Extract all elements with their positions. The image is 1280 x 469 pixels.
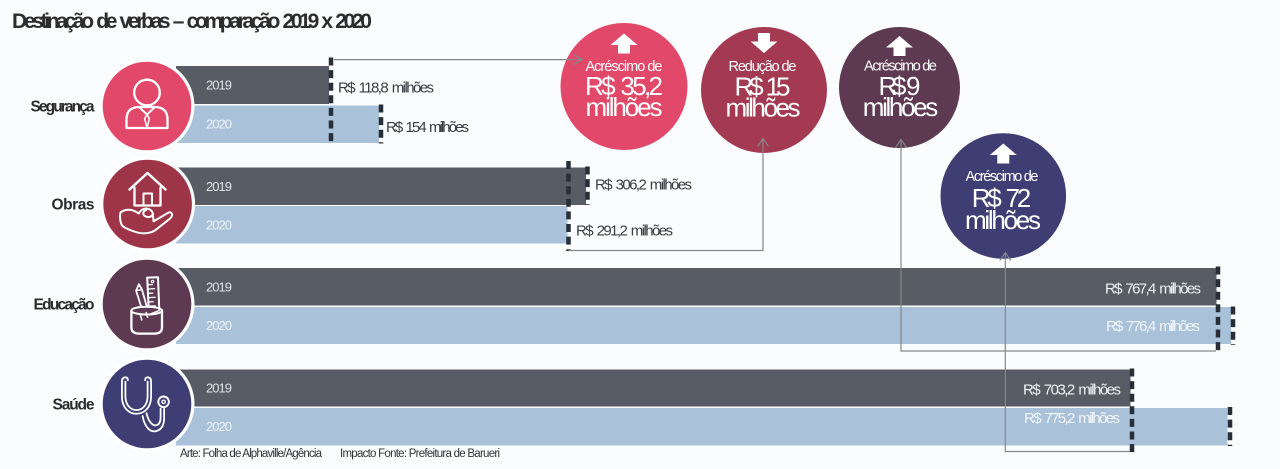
svg-text:2020: 2020 bbox=[206, 218, 232, 233]
svg-text:R$ 154 milhões: R$ 154 milhões bbox=[386, 119, 469, 136]
svg-text:Arte: Folha de Alphaville/Agên: Arte: Folha de Alphaville/Agência bbox=[180, 448, 323, 460]
svg-text:milhões: milhões bbox=[726, 93, 801, 123]
svg-text:Impacto Fonte: Prefeitura de B: Impacto Fonte: Prefeitura de Barueri bbox=[340, 448, 500, 460]
svg-text:Destinação de verbas – compara: Destinação de verbas – comparação 2019 x… bbox=[12, 10, 372, 33]
svg-text:R$ 9: R$ 9 bbox=[879, 71, 921, 101]
svg-text:2020: 2020 bbox=[206, 318, 232, 333]
svg-text:R$ 15: R$ 15 bbox=[735, 72, 791, 102]
svg-text:2020: 2020 bbox=[206, 419, 232, 434]
svg-text:2019: 2019 bbox=[206, 381, 232, 396]
svg-text:R$ 291,2 milhões: R$ 291,2 milhões bbox=[576, 223, 673, 240]
svg-text:2019: 2019 bbox=[206, 280, 232, 295]
svg-text:milhões: milhões bbox=[863, 92, 938, 122]
svg-text:2019: 2019 bbox=[206, 78, 232, 93]
svg-text:2019: 2019 bbox=[206, 179, 232, 194]
svg-text:R$ 72: R$ 72 bbox=[972, 183, 1032, 213]
svg-text:Acréscimo de: Acréscimo de bbox=[864, 59, 937, 75]
svg-text:R$ 306,2 milhões: R$ 306,2 milhões bbox=[595, 177, 692, 194]
svg-text:Saúde: Saúde bbox=[53, 397, 95, 414]
svg-text:Redução de: Redução de bbox=[729, 59, 797, 75]
svg-text:R$ 776,4 milhões: R$ 776,4 milhões bbox=[1106, 318, 1200, 335]
svg-text:Obras: Obras bbox=[52, 197, 95, 214]
svg-text:Educação: Educação bbox=[34, 297, 95, 314]
svg-text:R$ 767,4 milhões: R$ 767,4 milhões bbox=[1105, 281, 1201, 298]
svg-text:milhões: milhões bbox=[586, 92, 663, 122]
svg-text:Segurança: Segurança bbox=[31, 99, 95, 116]
svg-text:R$ 703,2 milhões: R$ 703,2 milhões bbox=[1023, 382, 1121, 399]
svg-text:Acréscimo de: Acréscimo de bbox=[966, 169, 1039, 185]
svg-text:R$ 35,2: R$ 35,2 bbox=[585, 71, 663, 101]
svg-text:R$ 775,2 milhões: R$ 775,2 milhões bbox=[1024, 410, 1120, 427]
svg-text:R$ 118,8 milhões: R$ 118,8 milhões bbox=[338, 80, 434, 97]
svg-text:milhões: milhões bbox=[965, 205, 1041, 235]
svg-text:2020: 2020 bbox=[206, 117, 232, 132]
svg-text:Acréscimo de: Acréscimo de bbox=[586, 59, 663, 75]
